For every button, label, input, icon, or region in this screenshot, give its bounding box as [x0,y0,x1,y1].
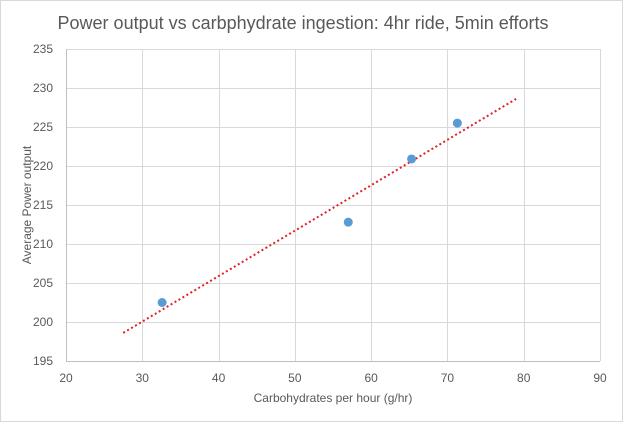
data-point [452,118,462,128]
data-point [407,154,417,164]
y-tick-labels: 195 200 205 210 215 220 225 230 235 [33,42,53,368]
x-tick-label: 70 [441,371,455,385]
data-point [157,298,167,307]
data-point [343,217,353,227]
x-tick-label: 30 [136,371,150,385]
x-tick-label: 20 [59,371,73,385]
trendline-group [122,98,517,334]
y-tick-label: 230 [33,81,53,95]
x-tick-label: 60 [364,371,378,385]
x-tick-label: 80 [517,371,531,385]
x-tick-labels: 20 30 40 50 60 70 80 90 [59,371,607,385]
linear-trendline [122,98,517,334]
x-axis-label: Carbohydrates per hour (g/hr) [254,391,413,405]
y-tick-label: 195 [33,354,53,368]
y-tick-label: 235 [33,42,53,56]
x-tick-label: 90 [593,371,607,385]
y-tick-label: 225 [33,120,53,134]
x-tick-label: 40 [212,371,226,385]
y-tick-label: 220 [33,159,53,173]
y-tick-label: 210 [33,237,53,251]
gridlines [66,49,601,362]
chart-title: Power output vs carbphydrate ingestion: … [58,13,549,33]
y-tick-label: 200 [33,315,53,329]
data-points [157,118,462,307]
y-tick-label: 205 [33,276,53,290]
y-axis-label: Average Power output [20,145,34,264]
x-tick-label: 50 [288,371,302,385]
y-tick-label: 215 [33,198,53,212]
